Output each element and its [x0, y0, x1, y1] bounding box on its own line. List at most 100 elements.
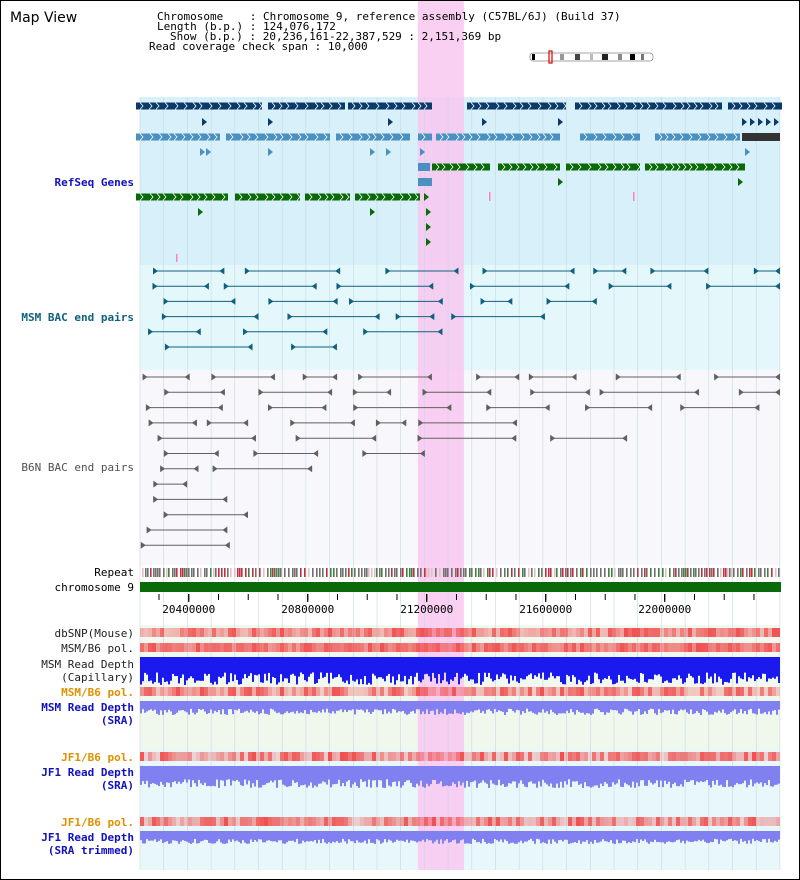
heat-cell — [616, 752, 620, 761]
repeat-mark — [371, 568, 373, 577]
depth-bar — [212, 831, 214, 844]
track-label-b6n-bac[interactable]: B6N BAC end pairs — [21, 461, 134, 474]
depth-bar — [582, 766, 584, 788]
depth-bar — [278, 766, 280, 780]
depth-bar — [306, 766, 308, 788]
depth-bar — [444, 831, 446, 841]
repeat-mark — [687, 568, 689, 577]
depth-bar — [312, 831, 314, 842]
bac-end-right — [437, 328, 443, 336]
heat-cell — [724, 817, 728, 826]
depth-bar — [478, 831, 480, 842]
depth-bar — [414, 657, 416, 677]
repeat-mark — [580, 568, 582, 577]
track-label-jf1-depth-sra[interactable]: JF1 Read Depth (SRA) — [0, 766, 134, 792]
depth-bar — [598, 831, 600, 843]
depth-bar — [596, 657, 598, 674]
depth-bar — [308, 766, 310, 786]
track-label-msm-pol-1[interactable]: MSM/B6 pol. — [61, 642, 134, 655]
depth-bar — [230, 701, 232, 710]
heat-cell — [508, 687, 512, 696]
bac-end-right — [349, 419, 355, 427]
depth-bar — [194, 657, 196, 683]
heat-cell — [324, 687, 328, 696]
repeat-mark — [698, 568, 700, 577]
track-label-dbsnp[interactable]: dbSNP(Mouse) — [54, 627, 134, 640]
depth-bar — [702, 701, 704, 710]
heat-cell — [660, 628, 664, 637]
track-label-jf1-depth-trimmed[interactable]: JF1 Read Depth (SRA trimmed) — [0, 831, 134, 857]
heat-cell — [448, 643, 452, 652]
track-label-msm-pol-2[interactable]: MSM/B6 pol. — [61, 686, 134, 699]
depth-bar — [448, 766, 450, 787]
track-label-jf1-pol-1[interactable]: JF1/B6 pol. — [61, 751, 134, 764]
depth-bar — [350, 657, 352, 675]
depth-bar — [318, 766, 320, 784]
strand-arrow — [694, 163, 699, 171]
heat-cell — [656, 752, 660, 761]
depth-bar — [710, 657, 712, 677]
heat-cell — [564, 643, 568, 652]
depth-bar — [730, 766, 732, 787]
heat-cell — [284, 628, 288, 637]
depth-bar — [404, 657, 406, 676]
gene-feature — [655, 133, 740, 141]
track-label-refseq[interactable]: RefSeq Genes — [54, 176, 134, 189]
heat-cell — [300, 628, 304, 637]
depth-bar — [478, 701, 480, 710]
depth-bar — [222, 831, 224, 844]
depth-bar — [732, 701, 734, 711]
track-label-chromosome[interactable]: chromosome 9 — [54, 581, 134, 594]
heat-cell — [524, 628, 528, 637]
bac-end-left — [152, 282, 158, 290]
heat-cell — [444, 752, 448, 761]
depth-bar — [524, 766, 526, 787]
track-label-jf1-pol-2[interactable]: JF1/B6 pol. — [61, 816, 134, 829]
strand-arrow — [162, 193, 167, 201]
depth-bar — [604, 657, 606, 679]
depth-bar — [358, 657, 360, 685]
track-label-msm-bac[interactable]: MSM BAC end pairs — [21, 311, 134, 324]
repeat-mark — [206, 568, 208, 577]
depth-bar — [360, 701, 362, 710]
depth-bar — [166, 831, 168, 842]
track-label-msm-depth-sra[interactable]: MSM Read Depth (SRA) — [0, 701, 134, 727]
repeat-mark — [522, 568, 524, 577]
track-label-msm-depth-capillary[interactable]: MSM Read Depth (Capillary) — [0, 658, 134, 684]
heat-cell — [684, 643, 688, 652]
heat-cell — [420, 643, 424, 652]
depth-bar — [234, 657, 236, 675]
depth-bar — [492, 657, 494, 682]
heat-cell — [328, 752, 332, 761]
depth-bar — [292, 657, 294, 674]
depth-bar — [164, 701, 166, 711]
depth-bar — [538, 831, 540, 840]
heat-cell — [772, 752, 776, 761]
depth-bar — [546, 701, 548, 712]
repeat-mark — [224, 568, 226, 577]
depth-bar — [506, 766, 508, 787]
depth-bar — [690, 766, 692, 781]
depth-bar — [508, 657, 510, 684]
ideogram-band — [575, 54, 580, 60]
heat-cell — [572, 752, 576, 761]
heat-cell — [652, 817, 656, 826]
heat-cell — [516, 817, 520, 826]
depth-bar — [420, 831, 422, 842]
strand-arrow — [279, 133, 284, 141]
depth-bar — [514, 766, 516, 782]
bac-end-left — [546, 297, 552, 305]
gene-feature — [336, 133, 410, 141]
depth-bar — [526, 831, 528, 842]
repeat-mark — [646, 568, 648, 577]
heat-cell — [496, 817, 500, 826]
bac-end-left — [153, 480, 159, 488]
track-label-repeat[interactable]: Repeat — [94, 566, 134, 579]
depth-bar — [280, 831, 282, 841]
depth-bar — [220, 766, 222, 781]
bac-end-left — [164, 343, 170, 351]
heat-cell — [212, 687, 216, 696]
heat-cell — [556, 628, 560, 637]
heat-cell — [512, 817, 516, 826]
